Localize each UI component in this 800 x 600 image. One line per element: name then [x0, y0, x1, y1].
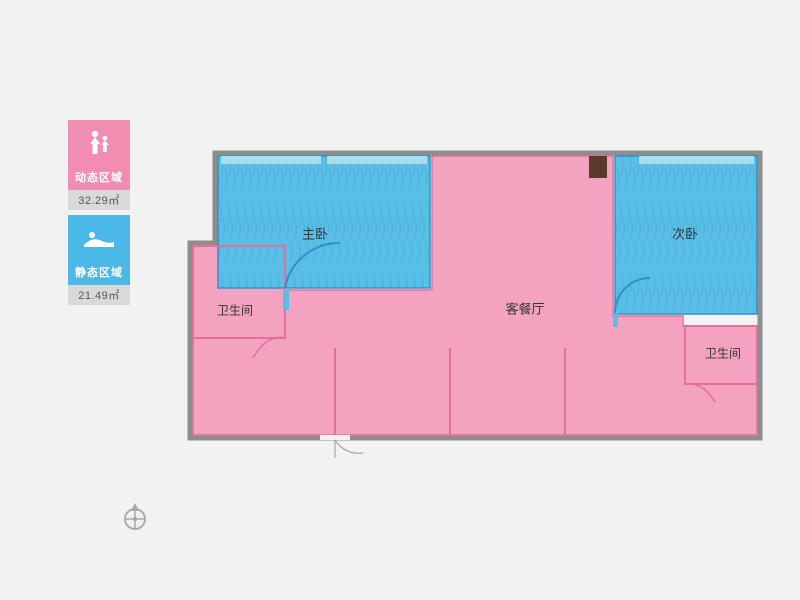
label-bathroom2: 卫生间 — [705, 345, 741, 362]
entry-door-arc — [335, 440, 363, 453]
compass-icon — [120, 502, 150, 532]
door-mark — [589, 156, 607, 178]
legend-dynamic-label: 动态区域 — [68, 166, 130, 190]
legend-dynamic-icon — [68, 120, 130, 166]
label-living-dining: 客餐厅 — [505, 299, 544, 318]
legend-dynamic: 动态区域 32.29㎡ — [68, 120, 130, 210]
floorplan: 主卧 次卧 客餐厅 卫生间 卫生间 — [185, 148, 765, 448]
legend-static: 静态区域 21.49㎡ — [68, 215, 130, 305]
master-bedroom-region — [218, 156, 430, 288]
label-bathroom1: 卫生间 — [217, 302, 253, 319]
legend-static-value: 21.49㎡ — [68, 285, 130, 305]
legend-dynamic-value: 32.29㎡ — [68, 190, 130, 210]
legend-static-label: 静态区域 — [68, 261, 130, 285]
label-second-bedroom: 次卧 — [672, 224, 698, 243]
legend-static-icon — [68, 215, 130, 261]
label-master-bedroom: 主卧 — [302, 224, 328, 243]
